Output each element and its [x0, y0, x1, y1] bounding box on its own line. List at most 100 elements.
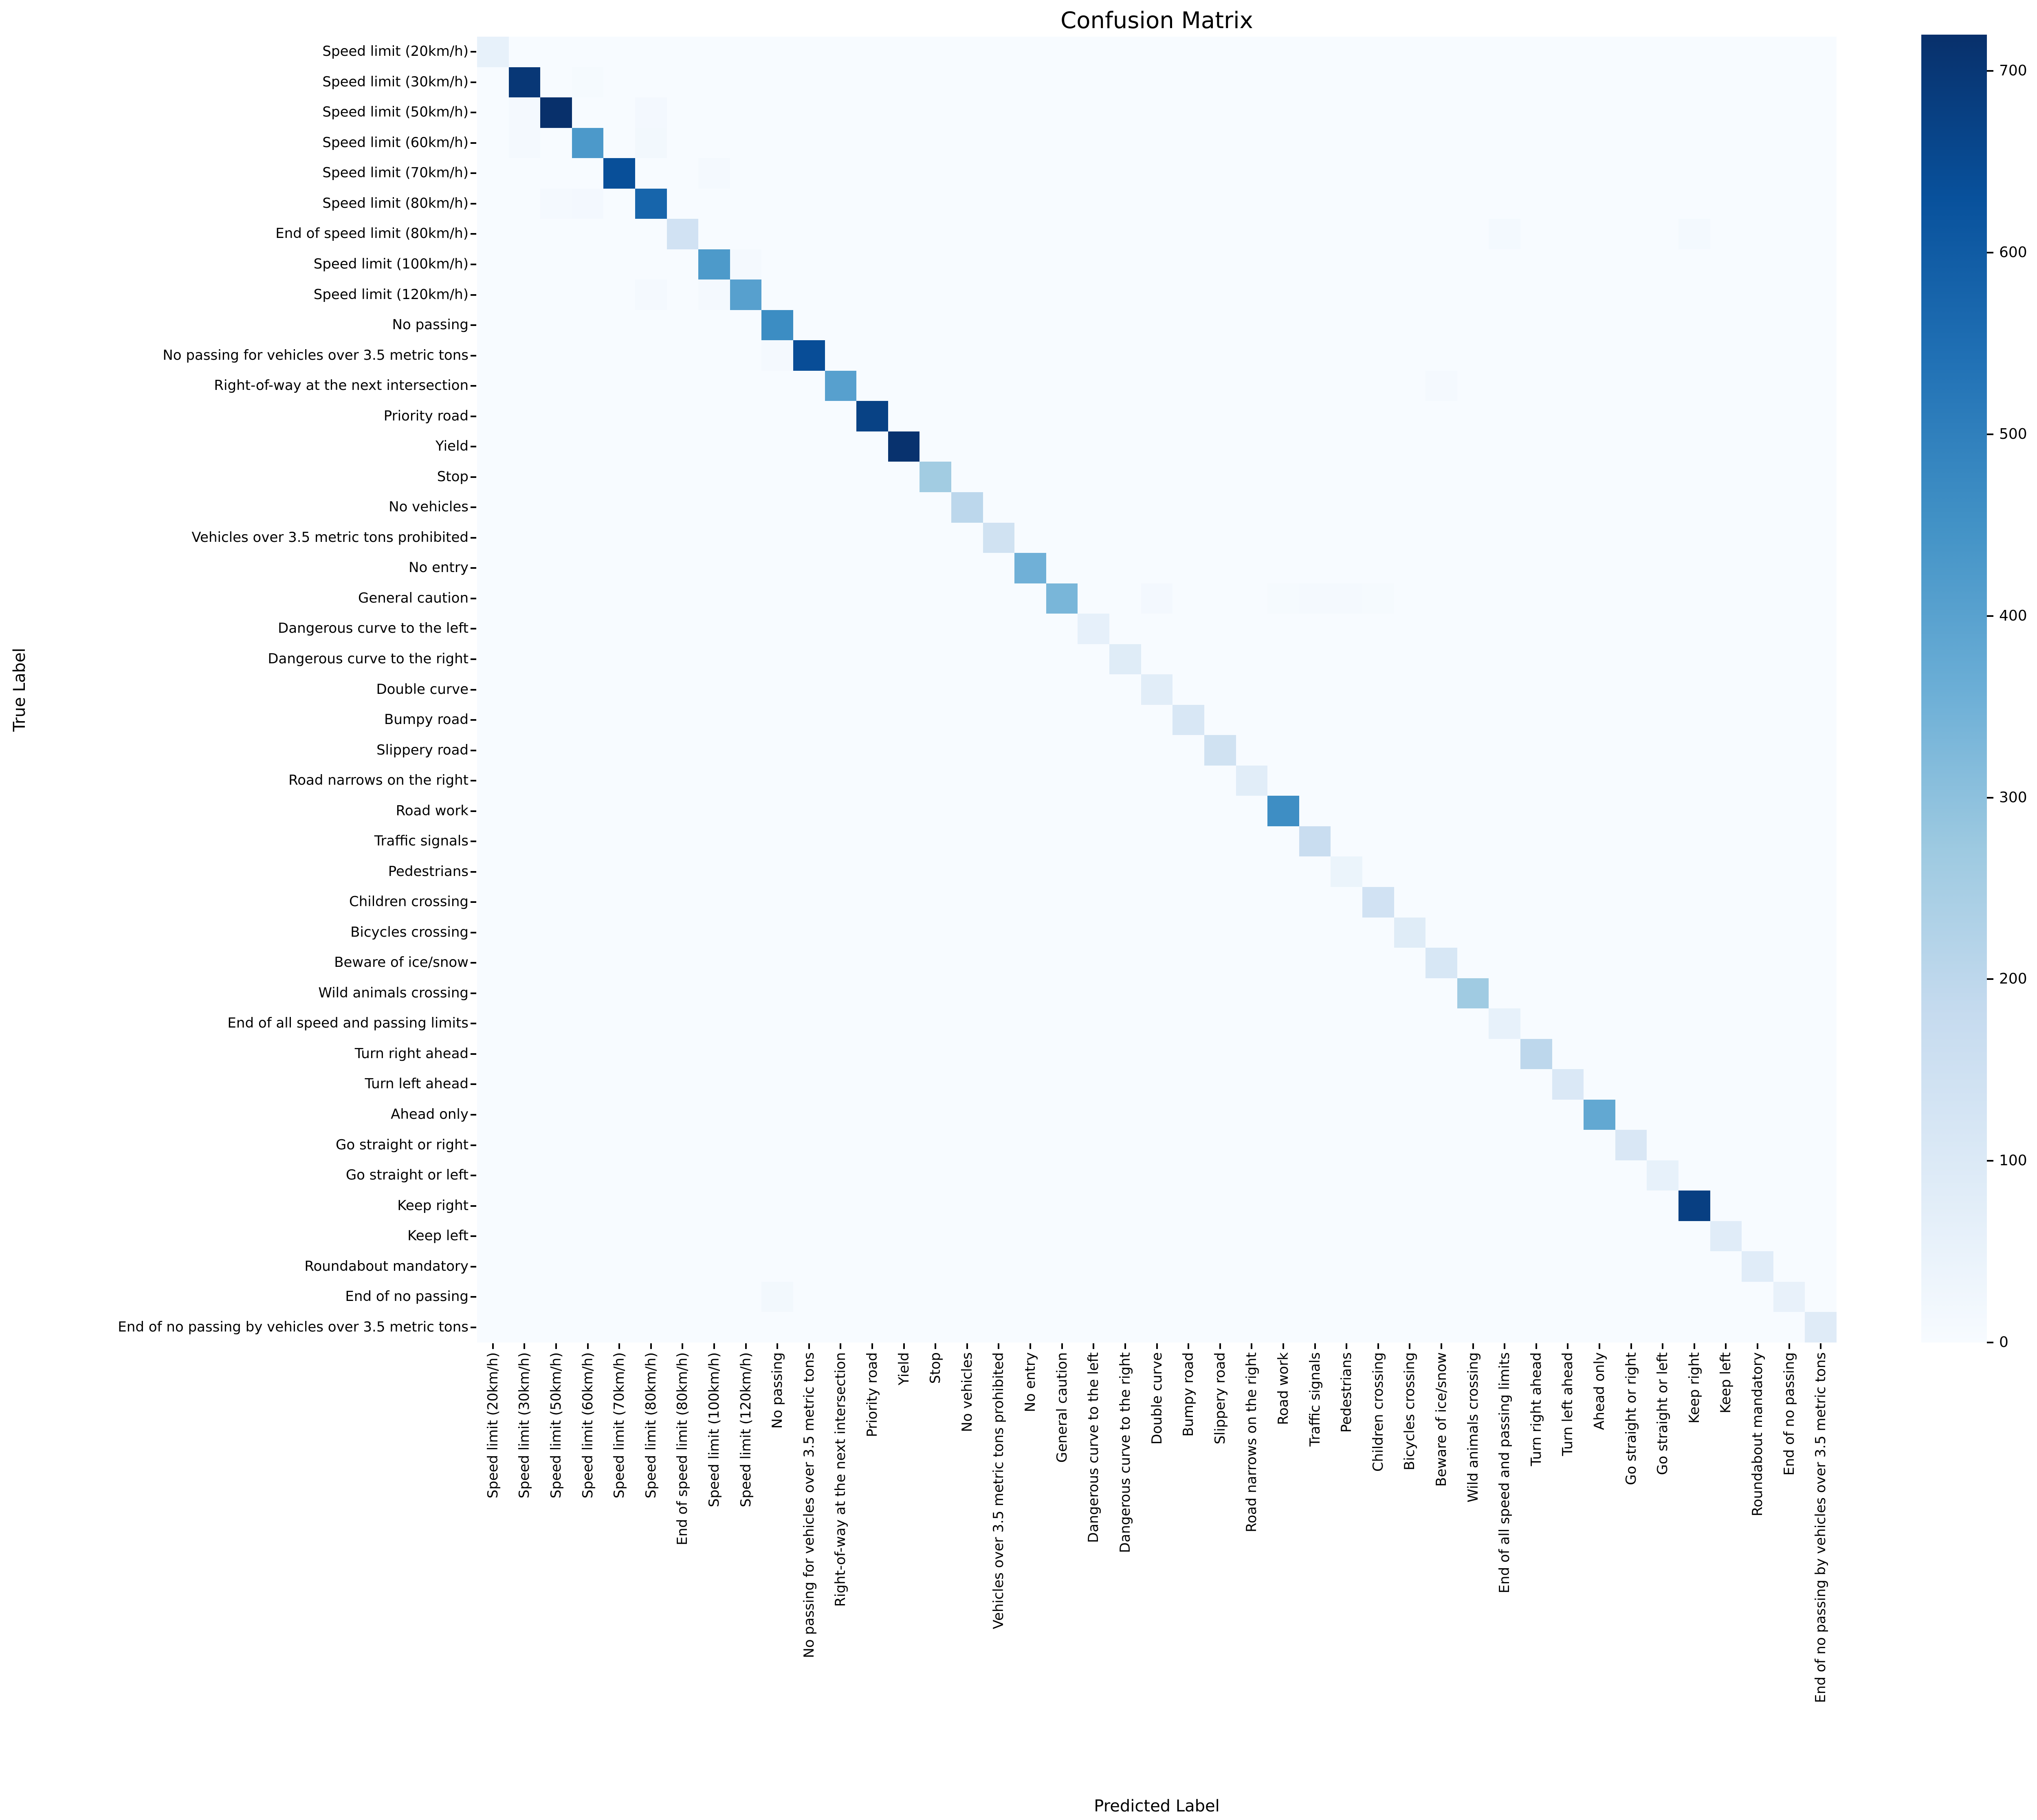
heatmap-cell — [1267, 796, 1299, 826]
colorbar-tick-mark — [1987, 252, 1993, 253]
y-tick-mark — [471, 841, 476, 843]
y-tick-mark — [471, 780, 476, 782]
x-tick-label: Speed limit (70km/h) — [611, 1352, 628, 1499]
heatmap-cell — [1331, 856, 1362, 887]
heatmap-cell — [1204, 735, 1236, 766]
y-tick-label: No passing — [392, 317, 469, 333]
x-tick-label: Dangerous curve to the right — [1117, 1352, 1133, 1553]
x-tick-label: Pedestrians — [1338, 1352, 1355, 1433]
y-tick-label: Yield — [436, 438, 469, 455]
heatmap-cell — [951, 492, 983, 523]
x-tick-mark — [587, 1343, 589, 1349]
y-tick-mark — [471, 1144, 476, 1146]
heatmap-cell — [635, 97, 667, 128]
heatmap-cell — [698, 158, 730, 189]
x-tick-mark — [1346, 1343, 1348, 1349]
x-tick-mark — [1314, 1343, 1316, 1349]
y-tick-mark — [471, 172, 476, 174]
x-tick-label: Wild animals crossing — [1465, 1352, 1481, 1503]
y-tick-mark — [471, 658, 476, 660]
heatmap — [477, 37, 1837, 1342]
y-tick-mark — [471, 324, 476, 326]
y-tick-mark — [471, 233, 476, 235]
heatmap-cell — [1773, 1281, 1805, 1312]
heatmap-cell — [1552, 1069, 1584, 1100]
colorbar-tick-mark — [1987, 433, 1993, 435]
heatmap-cell — [856, 401, 888, 431]
y-tick-label: Go straight or right — [335, 1136, 469, 1153]
y-tick-label: Speed limit (100km/h) — [313, 256, 469, 272]
y-tick-label: Slippery road — [376, 742, 469, 758]
x-tick-label: Speed limit (50km/h) — [548, 1352, 564, 1499]
heatmap-cell — [1742, 1251, 1773, 1282]
x-tick-mark — [1188, 1343, 1190, 1349]
y-tick-mark — [471, 537, 476, 539]
y-tick-mark — [471, 1023, 476, 1025]
y-tick-label: No vehicles — [389, 499, 469, 515]
y-tick-label: Speed limit (50km/h) — [322, 104, 469, 121]
colorbar-tick-label: 700 — [1999, 62, 2027, 79]
x-tick-mark — [492, 1343, 494, 1349]
y-tick-mark — [471, 628, 476, 630]
y-tick-mark — [471, 51, 476, 53]
heatmap-cell — [1489, 219, 1520, 249]
x-tick-label: Ahead only — [1591, 1352, 1608, 1430]
heatmap-cell — [1236, 765, 1268, 796]
x-tick-mark — [1693, 1343, 1695, 1349]
x-tick-mark — [1504, 1343, 1506, 1349]
y-tick-label: Pedestrians — [388, 863, 469, 880]
x-tick-label: No passing — [769, 1352, 786, 1429]
colorbar-tick-label: 500 — [1999, 425, 2027, 442]
y-tick-mark — [471, 476, 476, 478]
y-tick-label: End of all speed and passing limits — [227, 1015, 469, 1032]
y-tick-mark — [471, 1265, 476, 1268]
y-tick-label: Dangerous curve to the left — [278, 620, 469, 637]
y-tick-mark — [471, 142, 476, 144]
heatmap-cell — [698, 279, 730, 310]
x-tick-mark — [808, 1343, 810, 1349]
y-tick-label: End of no passing by vehicles over 3.5 m… — [118, 1318, 469, 1335]
heatmap-cell — [1489, 1008, 1520, 1039]
heatmap-cell — [793, 340, 825, 371]
y-tick-mark — [471, 1114, 476, 1116]
x-tick-label: Keep left — [1718, 1352, 1734, 1413]
x-tick-mark — [840, 1343, 842, 1349]
y-tick-label: Double curve — [376, 681, 469, 698]
y-tick-mark — [471, 1053, 476, 1055]
colorbar-tick-label: 600 — [1999, 244, 2027, 261]
heatmap-cell — [572, 67, 604, 98]
x-tick-mark — [966, 1343, 968, 1349]
x-tick-mark — [1251, 1343, 1253, 1349]
x-tick-label: Keep right — [1686, 1352, 1703, 1424]
x-tick-mark — [1662, 1343, 1664, 1349]
y-tick-label: Bicycles crossing — [350, 924, 469, 940]
y-tick-label: No entry — [409, 559, 469, 576]
heatmap-cell — [1710, 1221, 1742, 1252]
y-tick-label: Priority road — [383, 407, 469, 424]
x-tick-mark — [1725, 1343, 1727, 1349]
heatmap-cell — [1299, 826, 1331, 857]
heatmap-cell — [1647, 1160, 1678, 1191]
y-tick-mark — [471, 1205, 476, 1207]
heatmap-cell — [508, 67, 541, 98]
x-tick-label: Speed limit (20km/h) — [484, 1352, 501, 1499]
x-tick-mark — [1409, 1343, 1411, 1349]
x-tick-mark — [1282, 1343, 1284, 1349]
y-tick-mark — [471, 1175, 476, 1177]
heatmap-cell — [1425, 948, 1457, 978]
colorbar-tick-label: 200 — [1999, 971, 2027, 988]
heatmap-cell — [1141, 674, 1173, 705]
heatmap-cell — [1331, 583, 1362, 614]
y-tick-label: Go straight or left — [345, 1167, 469, 1184]
x-tick-mark — [998, 1343, 1000, 1349]
x-tick-mark — [650, 1343, 652, 1349]
heatmap-cell — [1362, 887, 1394, 918]
y-tick-mark — [471, 112, 476, 114]
y-tick-mark — [471, 931, 476, 933]
x-tick-mark — [1093, 1343, 1095, 1349]
y-tick-label: Road work — [396, 802, 469, 819]
x-tick-label: Go straight or left — [1654, 1352, 1671, 1475]
heatmap-cell — [1078, 614, 1110, 644]
x-tick-label: Go straight or right — [1623, 1352, 1639, 1485]
x-tick-mark — [1061, 1343, 1063, 1349]
